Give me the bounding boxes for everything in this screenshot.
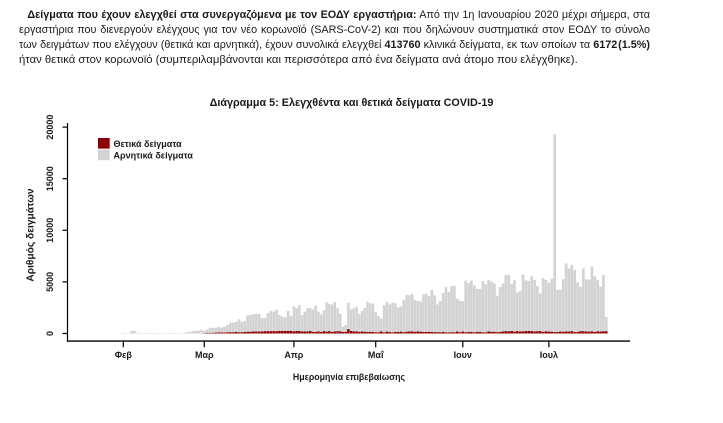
svg-text:Μαρ: Μαρ: [195, 350, 214, 360]
svg-text:Φεβ: Φεβ: [115, 350, 133, 360]
svg-text:Θετικά δείγματα: Θετικά δείγματα: [114, 139, 183, 149]
svg-text:Ιουλ: Ιουλ: [540, 350, 558, 360]
svg-text:Απρ: Απρ: [284, 350, 303, 360]
svg-text:Ιουν: Ιουν: [454, 350, 472, 360]
svg-text:10000: 10000: [45, 218, 55, 243]
svg-text:20000: 20000: [45, 115, 55, 140]
svg-text:15000: 15000: [45, 166, 55, 191]
svg-text:5000: 5000: [45, 272, 55, 292]
svg-text:0: 0: [45, 331, 55, 336]
svg-text:Ημερομηνία επιβεβαίωσης: Ημερομηνία επιβεβαίωσης: [293, 372, 406, 382]
svg-text:Αριθμός δειγμάτων: Αριθμός δειγμάτων: [26, 188, 37, 281]
svg-text:Αρνητικά δείγματα: Αρνητικά δείγματα: [114, 151, 194, 161]
svg-text:Μαΐ: Μαΐ: [368, 350, 384, 360]
